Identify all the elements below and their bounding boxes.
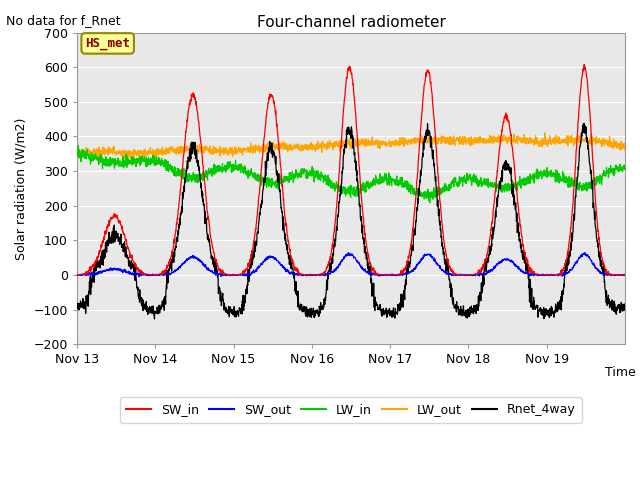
Legend: SW_in, SW_out, LW_in, LW_out, Rnet_4way: SW_in, SW_out, LW_in, LW_out, Rnet_4way (120, 397, 582, 423)
X-axis label: Time: Time (605, 366, 636, 379)
Title: Four-channel radiometer: Four-channel radiometer (257, 15, 445, 30)
Y-axis label: Solar radiation (W/m2): Solar radiation (W/m2) (15, 117, 28, 260)
Text: No data for f_Rnet: No data for f_Rnet (6, 14, 121, 27)
Text: HS_met: HS_met (85, 37, 130, 50)
